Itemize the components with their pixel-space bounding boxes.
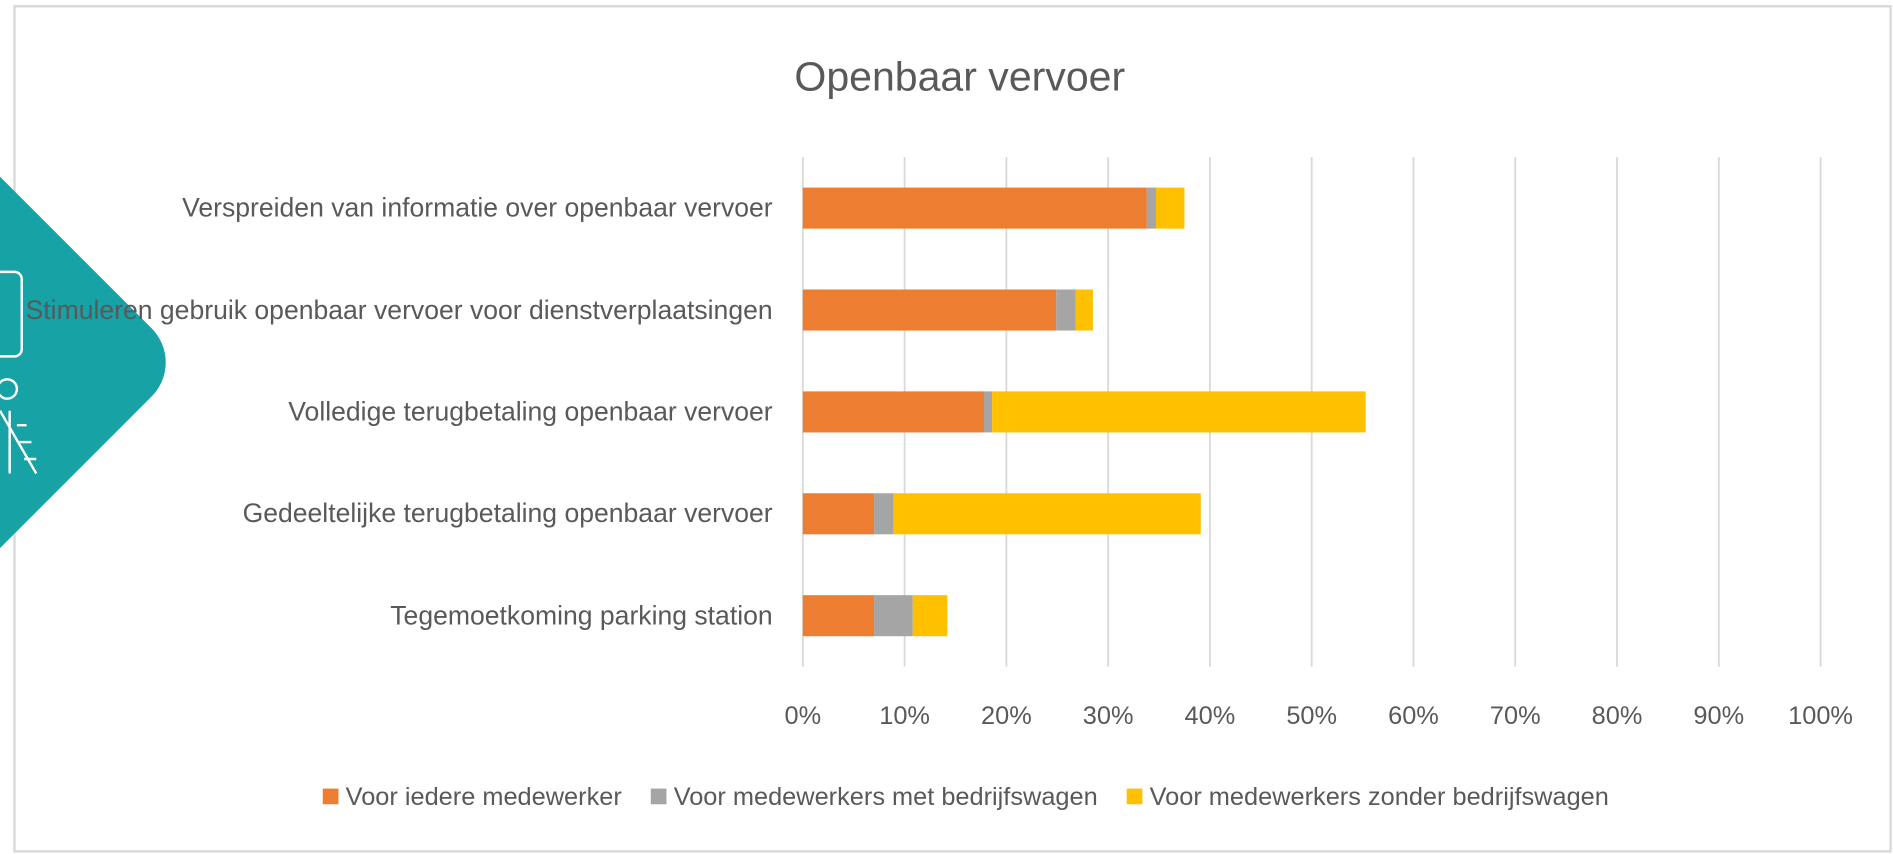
y-tick-label: Gedeeltelijke terugbetaling openbaar ver… [242,498,773,529]
bar-segment [802,289,1057,331]
legend-swatch [322,788,339,805]
bar-segment [893,493,1201,535]
category-label-box: Gedeeltelijke terugbetaling openbaar ver… [242,498,773,529]
x-tick-label: 20% [981,702,1032,730]
bar-segment [992,391,1366,433]
bar-segment [1056,289,1076,331]
chart-title: Openbaar vervoer [794,54,1125,100]
bar-segment [983,391,993,433]
x-tick-label: 50% [1286,702,1337,730]
category-label-box: Stimuleren gebruik openbaar vervoer voor… [25,294,773,325]
x-tick-label: 100% [1788,702,1853,730]
x-tick-label: 60% [1388,702,1439,730]
y-tick-label: Verspreiden van informatie over openbaar… [182,192,773,223]
x-tick-label: 30% [1083,702,1134,730]
legend-swatch [1126,788,1143,805]
x-tick-label: 0% [785,702,822,730]
y-tick-label: Volledige terugbetaling openbaar vervoer [288,396,773,427]
y-tick-label: Stimuleren gebruik openbaar vervoer voor… [25,294,773,325]
bar-segment [802,493,875,535]
x-tick-label: 40% [1185,702,1236,730]
x-tick-label: 80% [1592,702,1643,730]
legend-label: Voor medewerkers zonder bedrijfswagen [1150,783,1609,811]
bar-segment [874,493,894,535]
legend-label: Voor medewerkers met bedrijfswagen [674,783,1098,811]
bar-segment [1075,289,1093,331]
x-tick-label: 70% [1490,702,1541,730]
teal-shape [0,160,166,565]
y-tick-label: Tegemoetkoming parking station [390,599,773,631]
x-tick-label: 90% [1693,702,1744,730]
x-tick-label: 10% [879,702,930,730]
bar-segment [802,391,984,433]
legend-label: Voor iedere medewerker [346,783,623,811]
decoration [0,160,166,565]
bar-segment [874,595,913,637]
category-label-box: Volledige terugbetaling openbaar vervoer [288,396,773,427]
category-label-box: Verspreiden van informatie over openbaar… [182,192,773,223]
legend-swatch [650,788,667,805]
category-label-box: Tegemoetkoming parking station [390,599,773,631]
train-icon [0,270,38,475]
bar-segment [802,187,1147,229]
bar-segment [1155,187,1185,229]
bar-segment [802,595,875,637]
bar-segment [1146,187,1156,229]
bar-segment [912,595,948,637]
legend: Voor iedere medewerker Voor medewerkers m… [322,783,1609,811]
